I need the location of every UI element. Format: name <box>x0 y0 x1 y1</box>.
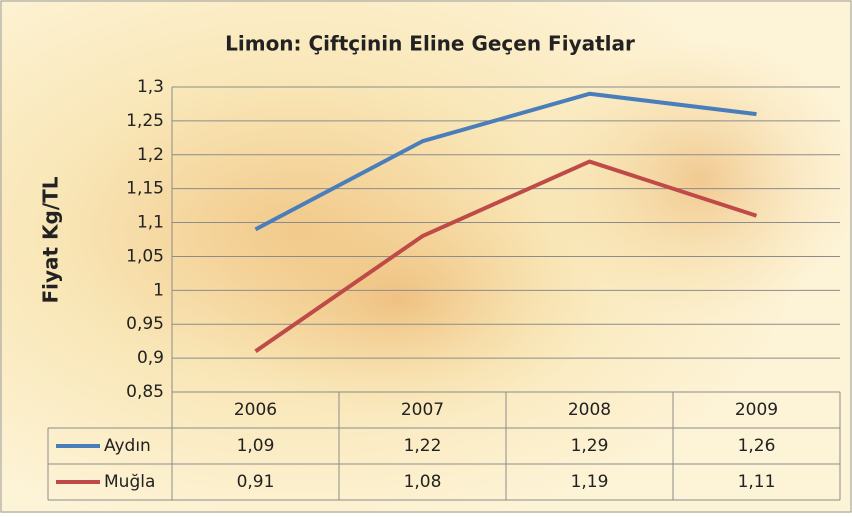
legend-label: Aydın <box>104 436 151 456</box>
y-axis-label: Fiyat Kg/TL <box>39 176 63 303</box>
chart: Limon: Çiftçinin Eline Geçen Fiyatlar Fi… <box>0 0 852 513</box>
y-tick-label: 1,15 <box>126 179 164 199</box>
table-value: 1,26 <box>738 436 776 456</box>
chart-title: Limon: Çiftçinin Eline Geçen Fiyatlar <box>225 32 635 56</box>
table-value: 1,22 <box>404 436 442 456</box>
x-tick-label: 2006 <box>234 400 277 420</box>
y-tick-label: 1,3 <box>137 77 164 97</box>
y-tick-label: 1,25 <box>126 111 164 131</box>
background-shape <box>540 40 852 320</box>
y-tick-label: 0,9 <box>137 348 164 368</box>
y-tick-label: 0,95 <box>126 314 164 334</box>
table-value: 1,08 <box>404 472 442 492</box>
x-tick-label: 2008 <box>568 400 611 420</box>
x-tick-label: 2009 <box>735 400 778 420</box>
y-tick-label: 1 <box>153 280 164 300</box>
y-tick-label: 1,1 <box>137 213 164 233</box>
y-tick-label: 1,2 <box>137 145 164 165</box>
background-shape <box>200 180 600 420</box>
table-value: 1,29 <box>571 436 609 456</box>
x-tick-label: 2007 <box>401 400 444 420</box>
y-tick-label: 1,05 <box>126 246 164 266</box>
table-value: 0,91 <box>237 472 275 492</box>
table-value: 1,09 <box>237 436 275 456</box>
y-tick-label: 0,85 <box>126 382 164 402</box>
legend-label: Muğla <box>104 472 155 492</box>
table-value: 1,19 <box>571 472 609 492</box>
table-value: 1,11 <box>738 472 776 492</box>
